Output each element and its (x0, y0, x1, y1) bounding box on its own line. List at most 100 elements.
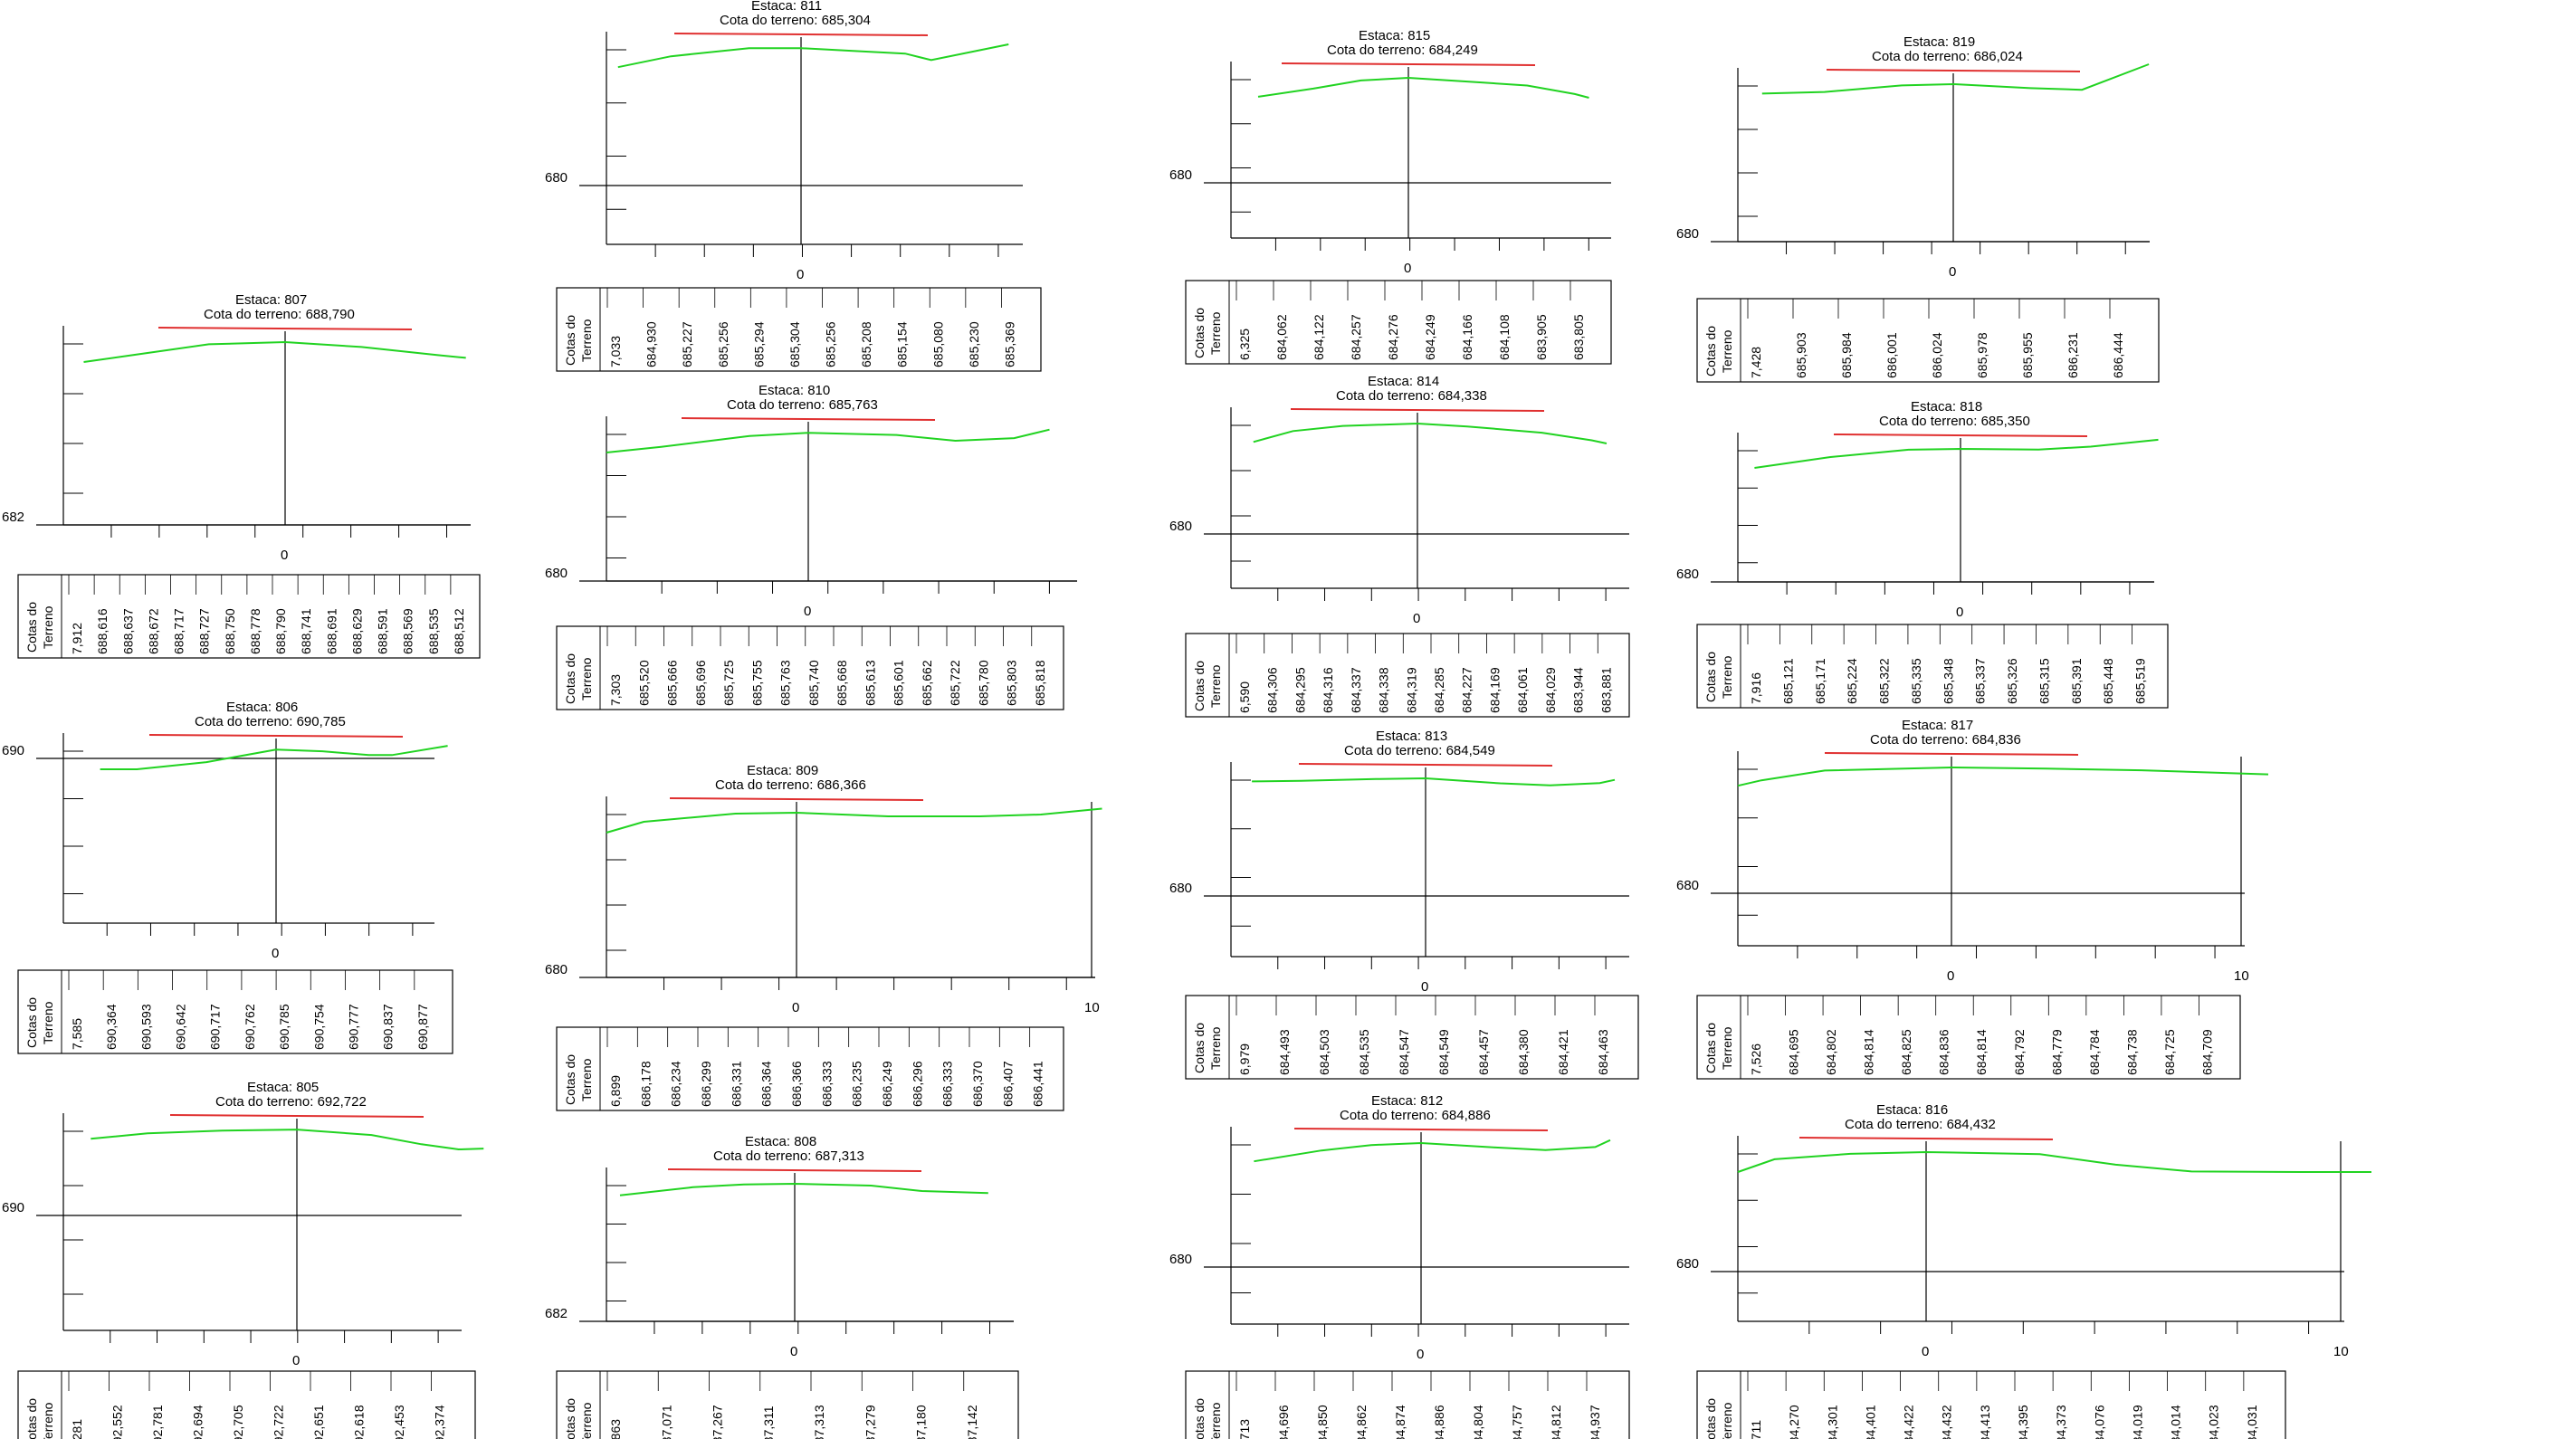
table-value: 684,695 (1787, 1029, 1801, 1075)
table-value: 684,166 (1460, 314, 1474, 360)
cota-label: Cota do terreno: 684,249 (1327, 43, 1478, 58)
reference-elevation-label: 680 (1676, 567, 1699, 582)
table-value: 684,062 (1274, 314, 1289, 360)
table-value: 685,666 (665, 660, 680, 706)
terrain-profile (1254, 1139, 1611, 1163)
table-value: 688,727 (197, 608, 212, 654)
table-value: 685,722 (948, 660, 962, 706)
table-value: 688,591 (376, 608, 390, 654)
table-value: 684,295 (1293, 667, 1307, 713)
table-value: 684,316 (1321, 667, 1335, 713)
reference-elevation-label: 680 (1169, 881, 1192, 896)
table-value: 685,780 (976, 660, 990, 706)
estaca-label: Estaca: 810 (758, 383, 830, 398)
cota-label: Cota do terreno: 687,313 (713, 1148, 864, 1164)
table-header-line-1: Cotas do (563, 653, 577, 704)
table-value: 684,122 (1312, 314, 1326, 360)
table-value: 688,672 (146, 608, 160, 654)
centerline-label: 0 (1956, 605, 1963, 620)
table-value: 7,303 (608, 674, 623, 706)
table-value: 688,741 (299, 608, 313, 654)
terrain-profile (617, 43, 1009, 69)
table-value: 690,837 (381, 1004, 396, 1050)
cota-label: Cota do terreno: 685,763 (727, 397, 878, 413)
cota-label: Cota do terreno: 684,432 (1845, 1117, 1996, 1132)
table-header-line-1: Cotas do (1192, 308, 1207, 358)
terrain-profile (606, 428, 1050, 453)
table-value: 7,912 (70, 623, 84, 654)
table-value: 692,694 (191, 1405, 205, 1439)
table-value: 690,642 (174, 1004, 188, 1050)
cota-label: Cota do terreno: 692,722 (215, 1094, 367, 1110)
table-value: 684,814 (1862, 1029, 1876, 1075)
centerline-label: 0 (1413, 611, 1420, 626)
table-value: 684,792 (2012, 1029, 2027, 1075)
table-value: 7,916 (1749, 672, 1763, 704)
table-value: 688,717 (172, 608, 186, 654)
table-value: 685,337 (1973, 658, 1988, 704)
reference-elevation-label: 680 (545, 962, 568, 977)
table-value: 684,401 (1863, 1405, 1877, 1439)
table-value: 684,850 (1315, 1405, 1330, 1439)
centerline-label: 0 (1922, 1344, 1929, 1359)
table-value: 686,001 (1884, 332, 1899, 378)
centerline-label: 0 (790, 1344, 797, 1359)
elevation-table (17, 969, 453, 1054)
table-value: 684,380 (1516, 1029, 1531, 1075)
table-header-line-1: Cotas do (1703, 1398, 1718, 1439)
terrain-profile (1737, 766, 2269, 787)
table-value: 685,369 (1002, 321, 1016, 367)
table-value: 684,836 (1937, 1029, 1951, 1075)
table-value: 685,326 (2005, 658, 2019, 704)
table-value: 684,061 (1515, 667, 1530, 713)
cota-label: Cota do terreno: 685,304 (720, 13, 871, 28)
table-value: 684,784 (2087, 1029, 2102, 1075)
table-value: 687,279 (863, 1405, 877, 1439)
platform-line (681, 417, 936, 421)
table-value: 686,296 (910, 1061, 924, 1107)
table-value: 687,142 (965, 1405, 979, 1439)
table-value: 684,535 (1357, 1029, 1371, 1075)
table-header-line-2: Terreno (579, 1058, 594, 1101)
table-value: 686,364 (759, 1061, 774, 1107)
centerline-label: 0 (804, 604, 811, 619)
table-value: 684,503 (1317, 1029, 1331, 1075)
table-value: 692,453 (392, 1405, 406, 1439)
table-value: 7,585 (70, 1018, 84, 1050)
table-value: 688,691 (324, 608, 339, 654)
table-header-line-1: Cotas do (563, 1054, 577, 1105)
table-value: 685,763 (778, 660, 793, 706)
table-value: 692,618 (352, 1405, 367, 1439)
centerline-label: 0 (281, 548, 288, 563)
table-value: 685,256 (716, 321, 730, 367)
table-value: 684,862 (1354, 1405, 1369, 1439)
table-value: 684,547 (1397, 1029, 1411, 1075)
table-value: 690,785 (277, 1004, 291, 1050)
table-value: 684,169 (1487, 667, 1502, 713)
table-value: 683,805 (1571, 314, 1586, 360)
table-header-line-1: Cotas do (563, 315, 577, 366)
platform-line (1281, 62, 1536, 66)
table-value: 685,230 (967, 321, 981, 367)
table-value: 687,313 (812, 1405, 826, 1439)
centerline-label: 0 (1949, 264, 1956, 280)
table-value: 685,171 (1813, 658, 1827, 704)
table-value: 685,520 (636, 660, 651, 706)
table-header-line-1: Cotas do (1703, 652, 1718, 702)
table-value: 688,535 (426, 608, 441, 654)
terrain-profile (83, 340, 466, 363)
table-value: 684,249 (1423, 314, 1437, 360)
platform-line (669, 797, 924, 801)
table-value: 686,234 (669, 1061, 683, 1107)
table-value: 685,755 (749, 660, 764, 706)
table-value: 684,709 (2199, 1029, 2214, 1075)
cota-label: Cota do terreno: 690,785 (195, 714, 346, 729)
table-value: 690,717 (208, 1004, 223, 1050)
centerline-label: 0 (272, 946, 279, 961)
table-value: 685,322 (1877, 658, 1892, 704)
